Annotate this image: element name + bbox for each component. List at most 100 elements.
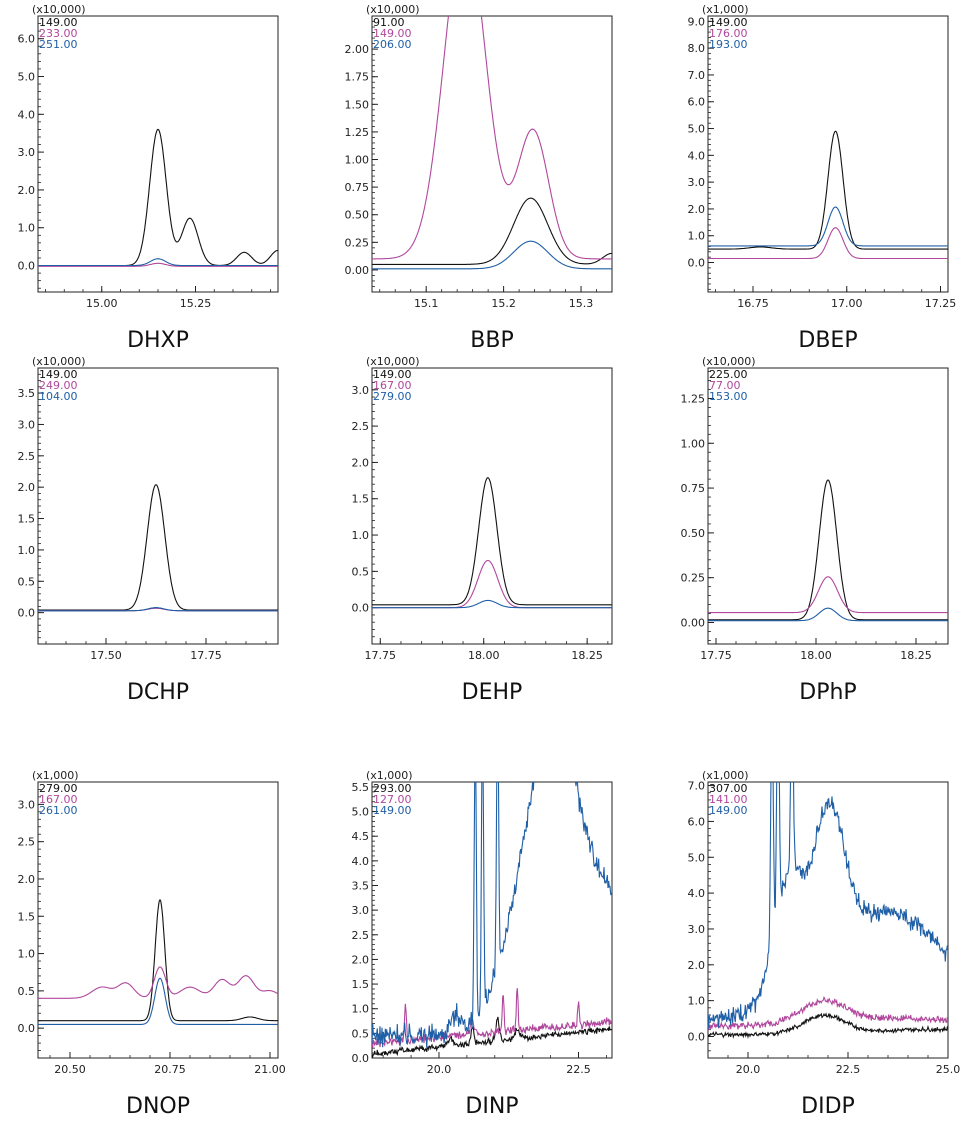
y-tick-label: 2.0 [18,184,36,197]
series-line-167-00 [38,966,278,999]
y-tick-label: 1.75 [345,71,370,84]
series-line-261-00 [38,977,278,1025]
x-tick-label: 22.5 [566,1063,591,1076]
ion-legend-label: 149.00 [373,804,412,817]
y-tick-label: 5.0 [352,806,370,819]
y-tick-label: 0.0 [352,602,370,615]
series-line-251-00 [38,258,278,267]
y-scale-label: (x1,000) [702,769,749,782]
y-tick-label: 3.0 [352,904,370,917]
y-tick-label: 7.0 [688,780,706,793]
y-scale-label: (x10,000) [32,355,86,368]
series-line-149-00 [372,782,612,1048]
y-tick-label: 6.0 [18,33,36,46]
ion-legend-label: 176.00 [709,27,748,40]
y-tick-label: 5.0 [688,851,706,864]
series-line-141-00 [708,996,948,1031]
y-tick-label: 2.00 [345,43,370,56]
y-scale-label: (x10,000) [366,3,420,16]
y-tick-label: 9.0 [688,15,706,28]
ion-legend-label: 77.00 [709,379,741,392]
series-line-225-00 [708,479,948,621]
x-tick-label: 21.00 [254,1063,286,1076]
series-line-149-00 [372,16,612,260]
series-line-91-00 [372,197,612,265]
x-tick-label: 18.25 [900,649,932,662]
x-tick-label: 15.25 [180,297,212,310]
y-tick-label: 4.0 [688,887,706,900]
ion-legend-label: 279.00 [39,782,78,795]
x-tick-label: 17.25 [925,297,957,310]
y-tick-label: 1.00 [345,154,370,167]
y-tick-label: 0.00 [681,616,706,629]
ion-legend-label: 141.00 [709,793,748,806]
y-tick-label: 2.0 [688,959,706,972]
y-tick-label: 2.0 [352,456,370,469]
y-tick-label: 1.50 [345,98,370,111]
series-line-307-00 [708,1012,948,1039]
ion-legend-label: 251.00 [39,38,78,51]
series-line-233-00 [38,262,278,267]
panel-caption: DNOP [126,1094,190,1119]
panel-caption: DCHP [126,680,190,705]
y-tick-label: 0.5 [18,575,36,588]
y-tick-label: 3.5 [352,880,370,893]
y-tick-label: 1.25 [345,126,370,139]
x-tick-label: 17.00 [831,297,863,310]
y-tick-label: 4.0 [352,855,370,868]
y-tick-label: 5.0 [18,70,36,83]
y-tick-label: 0.0 [688,257,706,270]
y-tick-label: 1.5 [352,978,370,991]
y-scale-label: (x1,000) [32,769,79,782]
series-line-153-00 [708,607,948,622]
y-tick-label: 1.0 [688,230,706,243]
x-tick-label: 18.00 [800,649,832,662]
y-tick-label: 2.5 [18,836,36,849]
y-scale-label: (x1,000) [702,3,749,16]
x-tick-label: 20.0 [736,1063,761,1076]
ion-legend-label: 153.00 [709,390,748,403]
ion-legend-label: 149.00 [373,368,412,381]
y-tick-label: 3.0 [688,923,706,936]
series-line-77-00 [708,576,948,614]
ion-legend-label: 225.00 [709,368,748,381]
series-line-104-00 [38,607,278,612]
y-tick-label: 0.50 [345,209,370,222]
y-tick-label: 1.0 [18,544,36,557]
series-line-293-00 [372,1016,612,1058]
y-tick-label: 4.5 [352,830,370,843]
y-tick-label: 7.0 [688,69,706,82]
ion-legend-label: 167.00 [373,379,412,392]
y-tick-label: 1.25 [681,392,706,405]
series-line-149-00 [708,782,948,1029]
ion-legend-label: 233.00 [39,27,78,40]
y-tick-label: 2.0 [352,953,370,966]
series-line-193-00 [708,206,948,247]
y-tick-label: 0.75 [681,482,706,495]
ion-legend-label: 149.00 [709,16,748,29]
y-tick-label: 0.00 [345,264,370,277]
series-line-149-00 [372,477,612,606]
y-tick-label: 2.5 [18,450,36,463]
y-tick-label: 1.0 [352,529,370,542]
ion-legend-label: 307.00 [709,782,748,795]
ion-legend-label: 293.00 [373,782,412,795]
y-tick-label: 3.0 [18,418,36,431]
x-tick-label: 18.00 [468,649,500,662]
ion-legend-label: 91.00 [373,16,405,29]
series-line-149-00 [38,484,278,611]
y-tick-label: 6.0 [688,96,706,109]
y-tick-label: 1.0 [352,1003,370,1016]
y-tick-label: 5.0 [688,123,706,136]
panel-caption: DEHP [461,680,523,705]
y-tick-label: 4.0 [688,149,706,162]
y-scale-label: (x10,000) [366,355,420,368]
y-tick-label: 0.5 [18,985,36,998]
x-tick-label: 17.75 [700,649,732,662]
y-scale-label: (x10,000) [32,3,86,16]
